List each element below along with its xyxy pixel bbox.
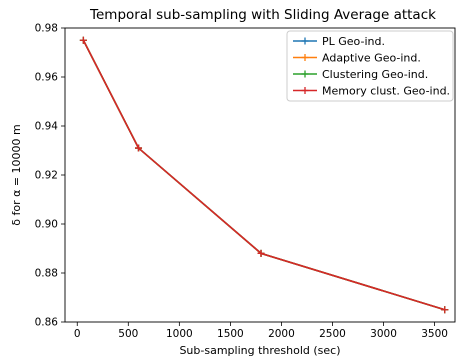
x-tick-label: 1000 bbox=[166, 328, 193, 340]
legend-item: Clustering Geo-ind. bbox=[293, 68, 428, 81]
legend-label: Clustering Geo-ind. bbox=[322, 68, 428, 81]
y-tick-label: 0.86 bbox=[35, 317, 59, 329]
legend-swatch-marker bbox=[301, 37, 309, 45]
y-tick-label: 0.92 bbox=[35, 170, 58, 182]
y-tick-label: 0.98 bbox=[35, 23, 58, 35]
x-tick-label: 3000 bbox=[370, 328, 397, 340]
x-tick-label: 2500 bbox=[319, 328, 346, 340]
legend-item: PL Geo-ind. bbox=[293, 35, 385, 48]
x-tick-label: 500 bbox=[118, 328, 138, 340]
legend-swatch-marker bbox=[301, 87, 309, 94]
series-layer bbox=[79, 36, 449, 314]
data-point-marker bbox=[257, 249, 265, 257]
data-point-marker bbox=[79, 36, 87, 44]
legend-frame bbox=[286, 30, 454, 102]
chart-title: Temporal sub-sampling with Sliding Avera… bbox=[89, 7, 436, 23]
legend-label: PL Geo-ind. bbox=[322, 35, 385, 48]
x-axis: 0 500 1000 1500 2000 2500 3000 3500 bbox=[74, 322, 448, 340]
x-tick-label: 0 bbox=[74, 328, 81, 340]
legend-item: Memory clust. Geo-ind. bbox=[293, 85, 450, 98]
data-point-marker bbox=[135, 144, 143, 152]
legend-item: Adaptive Geo-ind. bbox=[293, 52, 421, 65]
legend-label: Adaptive Geo-ind. bbox=[322, 52, 421, 65]
y-axis: 0.86 0.88 0.90 0.92 0.94 0.96 0.98 bbox=[35, 23, 65, 329]
legend-label: Memory clust. Geo-ind. bbox=[322, 85, 450, 98]
x-tick-label: 3500 bbox=[421, 328, 448, 340]
y-axis-label: δ for α = 10000 m bbox=[10, 124, 23, 226]
legend-swatch-marker bbox=[301, 70, 309, 78]
y-tick-label: 0.88 bbox=[35, 268, 58, 280]
series-line bbox=[82, 39, 446, 311]
data-point-marker bbox=[441, 306, 449, 314]
legend: PL Geo-ind. Adaptive Geo-ind. Clustering G… bbox=[286, 30, 454, 102]
y-tick-label: 0.90 bbox=[35, 219, 58, 231]
y-tick-label: 0.96 bbox=[35, 72, 59, 84]
series-group bbox=[79, 36, 449, 314]
legend-swatch-marker bbox=[301, 54, 309, 61]
x-tick-label: 1500 bbox=[217, 328, 244, 340]
x-axis-label: Sub-sampling threshold (sec) bbox=[179, 344, 340, 357]
y-tick-label: 0.94 bbox=[35, 121, 59, 133]
x-tick-label: 2000 bbox=[268, 328, 295, 340]
